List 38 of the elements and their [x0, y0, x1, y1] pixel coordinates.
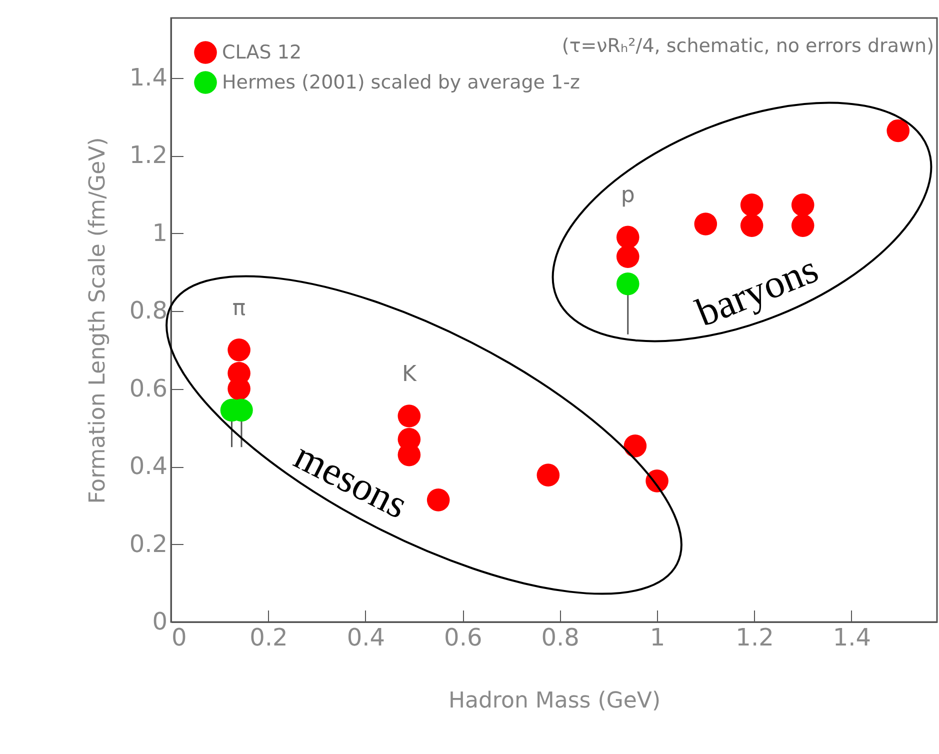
y-tick-label: 0.8	[129, 296, 168, 325]
x-tick-label: 0.2	[250, 624, 288, 652]
y-tick-label: 0.2	[129, 530, 168, 558]
annotation: baryons	[690, 246, 824, 336]
point	[228, 338, 250, 362]
point	[616, 226, 640, 249]
y-tick-label: 1.4	[129, 63, 168, 92]
x-tick-label: 0	[172, 624, 187, 652]
y-tick-label: 1.2	[129, 141, 168, 170]
point	[791, 194, 814, 216]
x-tick-label: 0.8	[541, 624, 580, 652]
x-tick-label: 1	[650, 624, 666, 652]
annotation: K	[402, 362, 417, 388]
point	[616, 245, 640, 268]
x-tick-label: 0.6	[444, 624, 482, 652]
point	[624, 434, 647, 458]
x-tick-label: 0.4	[346, 624, 385, 652]
point	[740, 194, 764, 216]
point	[398, 404, 421, 428]
y-axis-title: Formation Length Scale (fm/GeV)	[85, 137, 110, 504]
y-tick-label: 1	[152, 218, 168, 247]
y-tick-label: 0.6	[129, 374, 168, 402]
legend-label: Hermes (2001) scaled by average 1-z	[222, 72, 580, 94]
point	[616, 272, 640, 296]
annotation: π	[232, 296, 246, 321]
x-axis-title: Hadron Mass (GeV)	[448, 688, 661, 714]
point	[740, 214, 764, 237]
x-tick-label: 1.2	[736, 624, 774, 652]
y-tick-label: 0.4	[129, 452, 168, 480]
point	[791, 214, 814, 237]
point	[694, 212, 718, 236]
point	[536, 464, 560, 486]
x-tick-label: 1.4	[832, 624, 872, 652]
legend-label: CLAS 12	[222, 42, 302, 64]
point	[426, 488, 450, 512]
annotation: (τ=νRₕ²/4, schematic, no errors drawn)	[562, 35, 934, 57]
annotation: p	[620, 183, 635, 208]
point	[886, 119, 910, 142]
